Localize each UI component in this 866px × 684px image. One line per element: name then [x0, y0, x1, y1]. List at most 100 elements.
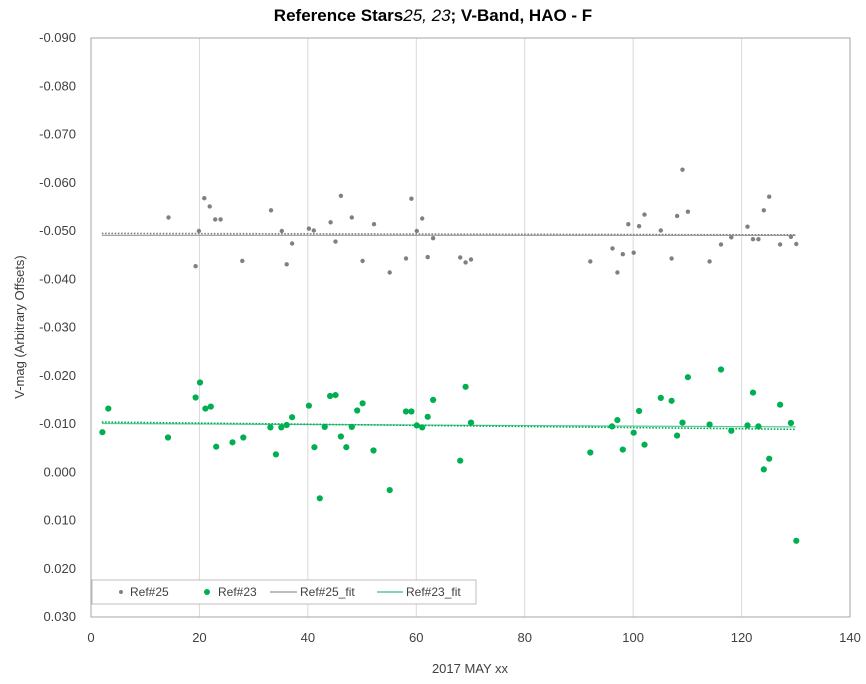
data-point-ref25	[610, 246, 615, 251]
data-point-ref25	[268, 208, 274, 213]
x-axis-ticks: 0 20 40 60 80 100 120 140	[87, 630, 860, 645]
data-point-ref25	[420, 216, 425, 221]
data-point-ref25	[338, 193, 344, 198]
data-point-ref23	[99, 429, 106, 436]
data-point-ref25	[193, 264, 198, 269]
data-point-ref23	[467, 419, 475, 426]
data-point-ref23	[316, 495, 323, 502]
data-point-ref25	[626, 222, 631, 227]
data-point-ref25	[636, 224, 642, 229]
data-point-ref25	[311, 228, 316, 233]
data-point-ref23	[657, 394, 664, 401]
data-point-ref23	[164, 434, 172, 441]
data-point-ref25	[196, 228, 202, 234]
data-point-ref23	[370, 447, 377, 454]
data-point-ref25	[430, 236, 436, 241]
x-tick-label: 40	[301, 630, 315, 645]
data-point-ref23	[311, 444, 318, 451]
chart-title-part-2: 25, 23	[403, 6, 451, 25]
data-point-ref25	[777, 242, 783, 247]
data-point-ref23	[787, 419, 795, 427]
y-tick-label: -0.010	[39, 416, 76, 431]
data-point-ref23	[402, 408, 410, 415]
data-point-ref23	[777, 401, 784, 408]
y-tick-label: 0.010	[43, 513, 76, 528]
data-point-ref25	[371, 222, 377, 227]
data-point-ref23	[728, 427, 735, 434]
data-point-ref23	[202, 405, 209, 412]
data-point-ref23	[760, 466, 767, 473]
fit-lines-layer	[101, 232, 796, 431]
data-point-ref25	[674, 213, 680, 219]
data-point-ref23	[587, 449, 594, 456]
data-point-ref25	[620, 252, 625, 257]
data-points-layer	[99, 167, 800, 544]
data-point-ref23	[419, 424, 426, 431]
data-point-ref25	[333, 239, 338, 244]
data-point-ref25	[403, 256, 409, 261]
y-tick-label: -0.080	[39, 78, 76, 93]
legend-label-ref23-fit: Ref#23_fit	[406, 585, 461, 599]
data-point-ref25	[409, 196, 414, 201]
data-point-ref23	[343, 444, 350, 451]
data-point-ref23	[749, 389, 757, 396]
y-tick-label: -0.070	[39, 127, 76, 142]
x-tick-label: 0	[87, 630, 94, 645]
data-point-ref25	[289, 241, 295, 246]
data-point-ref25	[750, 237, 756, 242]
data-point-ref25	[669, 256, 674, 261]
data-point-ref23	[793, 537, 800, 544]
data-point-ref25	[328, 220, 333, 225]
data-point-ref23	[619, 446, 626, 453]
data-point-ref23	[192, 394, 199, 401]
data-point-ref25	[414, 228, 419, 234]
data-point-ref25	[642, 212, 647, 217]
data-point-ref25	[166, 215, 171, 220]
data-point-ref25	[468, 257, 474, 262]
data-point-ref25	[794, 241, 799, 247]
data-point-ref23	[337, 433, 344, 440]
data-point-ref23	[674, 432, 681, 439]
data-point-ref23	[213, 443, 220, 450]
data-point-ref25	[718, 242, 724, 247]
data-point-ref23	[386, 487, 393, 494]
data-point-ref23	[684, 374, 692, 381]
data-point-ref23	[105, 405, 112, 412]
data-point-ref23	[283, 421, 290, 429]
data-point-ref25	[218, 217, 223, 222]
data-point-ref25	[240, 258, 245, 264]
x-tick-label: 100	[622, 630, 644, 645]
data-point-ref25	[756, 237, 761, 242]
data-point-ref25	[680, 167, 685, 172]
data-point-ref25	[588, 259, 593, 264]
data-point-ref25	[213, 217, 218, 222]
data-point-ref25	[279, 228, 284, 234]
data-point-ref23	[413, 422, 420, 429]
data-point-ref25	[284, 262, 289, 267]
trendline-dotted	[101, 421, 796, 431]
data-point-ref25	[387, 270, 392, 275]
data-point-ref23	[196, 379, 204, 386]
data-point-ref23	[408, 408, 415, 415]
data-point-ref23	[706, 421, 713, 428]
data-point-ref23	[679, 419, 686, 426]
data-point-ref23	[207, 403, 214, 410]
data-point-ref25	[458, 255, 463, 260]
y-tick-label: -0.030	[39, 320, 76, 335]
data-point-ref23	[305, 402, 312, 409]
data-point-ref25	[207, 204, 212, 209]
data-point-ref25	[761, 208, 766, 213]
chart-title: Reference Stars 25, 23; V-Band, HAO - F	[0, 6, 866, 26]
legend-marker-ref25	[119, 590, 123, 594]
data-point-ref23	[614, 417, 621, 424]
data-point-ref23	[462, 383, 469, 390]
data-point-ref25	[745, 224, 750, 229]
data-point-ref25	[631, 250, 636, 255]
legend-label-ref23: Ref#23	[218, 585, 257, 599]
y-axis-title: V-mag (Arbitrary Offsets)	[12, 255, 27, 399]
x-tick-label: 60	[409, 630, 423, 645]
data-point-ref23	[630, 429, 637, 436]
trendline-dotted	[101, 232, 796, 236]
data-point-ref23	[608, 423, 616, 430]
data-point-ref23	[272, 451, 279, 458]
